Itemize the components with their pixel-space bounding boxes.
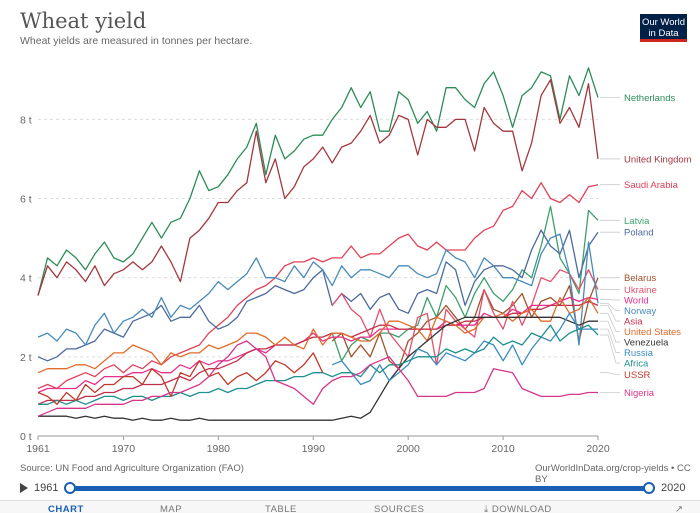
source-note: Source: UN Food and Agriculture Organiza…: [20, 463, 244, 474]
tab-table[interactable]: TABLE: [265, 504, 297, 515]
x-tick-label: 1970: [112, 443, 136, 455]
label-connector-ussr: [600, 372, 620, 376]
owid-logo[interactable]: Our World in Data: [640, 14, 687, 42]
timeline: 1961 2020: [0, 478, 700, 498]
x-tick-label: 1990: [302, 443, 326, 455]
series-label-ukraine: Ukraine: [624, 285, 657, 296]
series-line-ukraine: [331, 269, 599, 366]
play-icon[interactable]: [20, 483, 28, 493]
label-connector-world: [600, 299, 620, 301]
timeline-end-handle[interactable]: [643, 482, 655, 494]
tab-download[interactable]: ⤓ DOWNLOAD: [484, 504, 552, 515]
x-tick-label: 2010: [491, 443, 515, 455]
series-line-nigeria: [37, 340, 598, 417]
y-tick-label: 8 t: [20, 114, 32, 126]
label-connector-united-states: [600, 312, 620, 332]
series-label-norway: Norway: [624, 306, 656, 317]
label-connector-venezuela: [600, 320, 620, 343]
timeline-track[interactable]: [70, 486, 649, 491]
y-tick-label: 2 t: [20, 352, 32, 364]
series-line-belarus: [331, 277, 599, 370]
source-url[interactable]: OurWorldInData.org/crop-yields • CC BY: [535, 463, 691, 485]
line-chart: 0 t 2 t 4 t 6 t 8 t 1961 1970 1980 1990 2000 2010 2…: [20, 67, 692, 455]
tab-sources[interactable]: SOURCES: [374, 504, 425, 515]
series-label-latvia: Latvia: [624, 216, 650, 227]
logo-line-1: Our World: [641, 17, 686, 28]
chart-subtitle: Wheat yields are measured in tonnes per …: [20, 35, 253, 47]
series-label-poland: Poland: [624, 228, 654, 239]
y-tick-label: 0 t: [20, 431, 32, 443]
series-label-venezuela: Venezuela: [624, 338, 669, 349]
series-label-belarus: Belarus: [624, 273, 656, 284]
series-label-united-states: United States: [624, 327, 681, 338]
timeline-start-handle[interactable]: [64, 482, 76, 494]
series-line-norway: [37, 233, 599, 346]
series-label-world: World: [624, 296, 649, 307]
y-tick-label: 6 t: [20, 194, 32, 206]
timeline-end-label: 2020: [661, 482, 686, 494]
series-label-netherlands: Netherlands: [624, 93, 675, 104]
x-tick-label: 2000: [396, 443, 420, 455]
logo-line-2: in Data: [648, 28, 679, 39]
tab-map[interactable]: MAP: [160, 504, 183, 515]
series-line-africa: [38, 324, 599, 405]
x-tick-label: 2020: [586, 443, 610, 455]
series-line-ussr: [37, 352, 324, 405]
series-label-united-kingdom: United Kingdom: [624, 154, 692, 165]
series-line-poland: [37, 229, 599, 362]
label-connector-russia: [600, 328, 620, 353]
tab-chart[interactable]: CHART: [48, 504, 84, 515]
series-line-united-states: [37, 296, 599, 374]
x-tick-label: 1961: [26, 443, 50, 455]
y-tick-label: 4 t: [20, 273, 32, 285]
series-label-ussr: USSR: [624, 370, 651, 381]
series-label-saudi-arabia: Saudi Arabia: [624, 180, 679, 191]
series-label-russia: Russia: [624, 348, 654, 359]
series-line-venezuela: [38, 316, 598, 421]
series-line-saudi-arabia: [37, 182, 599, 390]
share-icon[interactable]: ↗: [675, 504, 684, 515]
series-label-africa: Africa: [624, 359, 649, 370]
series-label-nigeria: Nigeria: [624, 388, 655, 399]
tab-bar: CHART MAP TABLE SOURCES ⤓ DOWNLOAD ↗: [0, 500, 700, 515]
series-line-united-kingdom: [37, 79, 599, 296]
chart-title: Wheat yield: [20, 9, 147, 33]
timeline-start-label: 1961: [34, 482, 59, 494]
label-connector-norway: [600, 303, 620, 311]
x-tick-label: 1980: [207, 443, 231, 455]
label-connector-asia: [600, 304, 620, 322]
series-line-netherlands: [37, 67, 599, 296]
series-label-asia: Asia: [624, 317, 643, 328]
label-connector-africa: [600, 334, 620, 364]
